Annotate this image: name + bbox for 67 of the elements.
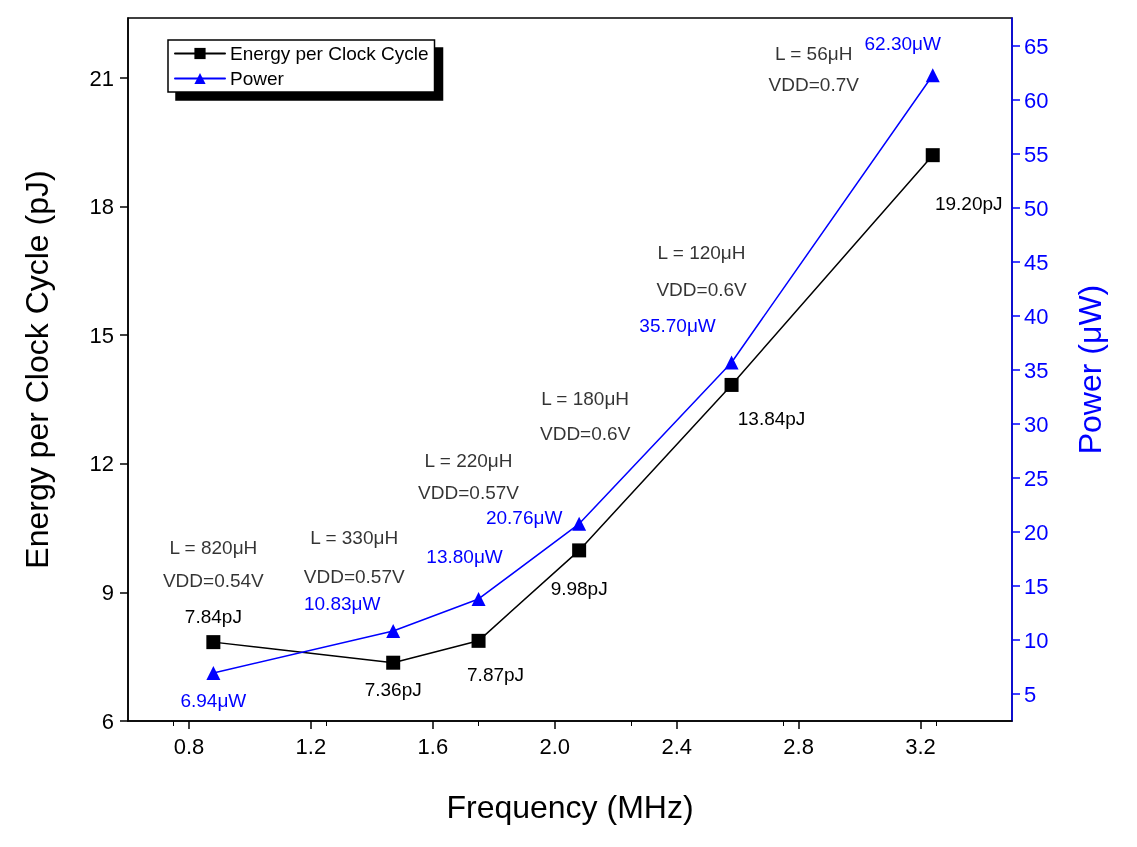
legend-label: Energy per Clock Cycle [230,43,429,64]
y2-tick-label: 40 [1024,303,1049,329]
y2-tick-label: 15 [1024,573,1049,599]
data-label: 13.84pJ [737,408,806,430]
annotation: L = 120μH [657,242,746,264]
point [206,666,221,681]
data-label: 10.83μW [303,592,381,614]
y-axis-title: Energy per Clock Cycle (pJ) [19,170,55,569]
data-label: 35.70μW [639,314,716,336]
point [386,624,401,639]
point [925,148,940,163]
annotation: L = 330μH [310,527,399,549]
y2-tick-label: 45 [1024,249,1049,275]
data-label: 7.84pJ [184,605,242,627]
x-tick-label: 1.6 [417,733,449,759]
data-label: 13.80μW [426,546,503,568]
annotation: L = 180μH [541,387,630,409]
point [206,635,221,650]
y2-tick-label: 35 [1024,357,1049,383]
point [471,591,486,606]
data-label: 7.36pJ [364,679,422,701]
y2-tick-label: 55 [1024,141,1049,167]
annotation: VDD=0.57V [303,566,405,588]
data-label: 62.30μW [864,32,942,54]
point [572,543,587,558]
data-label: 9.98pJ [550,577,608,599]
y2-tick-label: 50 [1024,195,1049,221]
y-tick-label: 21 [89,65,114,91]
annotation: VDD=0.7V [768,73,860,95]
data-label: 19.20pJ [934,192,1003,214]
y2-tick-label: 25 [1024,465,1049,491]
point [925,68,940,83]
x-tick-label: 3.2 [905,733,936,759]
point [386,655,401,670]
x-axis-title: Frequency (MHz) [446,789,694,825]
x-tick-label: 1.2 [295,733,327,759]
point [471,633,486,648]
y-tick-label: 15 [89,322,114,348]
y-tick-label: 9 [101,579,114,605]
y2-tick-label: 5 [1024,681,1037,707]
y2-tick-label: 20 [1024,519,1049,545]
y2-tick-label: 30 [1024,411,1049,437]
point [724,355,739,370]
x-tick-label: 2.8 [783,733,814,759]
annotation: L = 56μH [775,42,853,64]
x-tick-label: 2.4 [661,733,692,759]
y-tick-label: 12 [89,451,114,477]
y2-tick-label: 10 [1024,627,1049,653]
x-tick-label: 2.0 [539,733,571,759]
annotation: L = 820μH [169,536,258,558]
legend-label: Power [230,68,285,89]
y-tick-label: 6 [101,708,114,734]
point [572,516,587,531]
x-tick-label: 0.8 [173,733,205,759]
y2-axis-title: Power (μW) [1072,284,1108,455]
data-label: 20.76μW [485,507,563,529]
point [724,377,739,392]
data-label: 6.94μW [180,689,247,711]
data-label: 7.87pJ [467,664,525,686]
annotation: VDD=0.6V [656,279,748,301]
y-tick-label: 18 [89,194,114,220]
annotation: VDD=0.57V [418,482,520,504]
annotation: VDD=0.54V [162,569,265,591]
annotation: VDD=0.6V [540,422,631,444]
annotation: L = 220μH [424,450,513,472]
y2-tick-label: 65 [1024,33,1049,59]
y2-tick-label: 60 [1024,87,1049,113]
